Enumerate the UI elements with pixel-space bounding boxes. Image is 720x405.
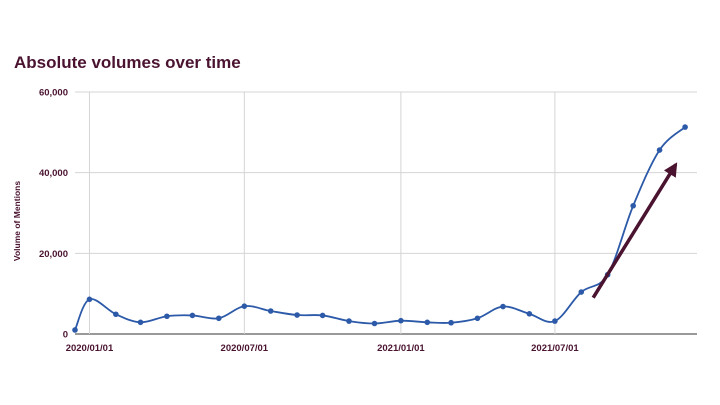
grid-lines: [75, 91, 697, 335]
data-point: [552, 318, 558, 324]
data-point: [526, 311, 533, 317]
data-point: [319, 312, 326, 319]
data-point: [630, 202, 636, 209]
data-point: [682, 124, 688, 130]
series-line: [74, 126, 686, 331]
y-tick-label: 0: [63, 330, 68, 341]
data-point: [656, 147, 663, 153]
data-point: [424, 319, 431, 326]
x-tick-label: 2021/01/01: [377, 343, 425, 354]
data-point: [346, 318, 352, 324]
y-tick-label: 60,000: [39, 88, 68, 99]
x-tick-label: 2020/01/01: [66, 343, 114, 354]
annotations: [591, 162, 678, 299]
data-point: [267, 308, 274, 314]
y-tick-label: 20,000: [39, 249, 68, 260]
data-point: [474, 315, 481, 322]
trend-arrow: [591, 162, 678, 299]
data-point: [137, 319, 144, 326]
chart-title: Absolute volumes over time: [14, 53, 241, 72]
x-tick-label: 2021/07/01: [531, 343, 579, 354]
x-tick-label: 2020/07/01: [221, 343, 269, 354]
data-point: [113, 311, 119, 318]
data-point: [164, 313, 170, 320]
data-point: [448, 319, 454, 326]
data-point: [216, 315, 222, 322]
series-layer: [72, 124, 688, 333]
data-point: [398, 317, 404, 324]
y-axis-title: Volume of Mentions: [12, 181, 22, 261]
data-point: [86, 296, 93, 303]
data-point: [72, 327, 78, 333]
data-point: [294, 312, 300, 318]
data-point: [578, 289, 585, 295]
data-point: [241, 303, 248, 309]
axes: 0 20,000 40,000 60,000 2020/01/01 2020/07/01 2…: [12, 88, 579, 355]
data-point: [371, 320, 378, 327]
data-point: [500, 303, 506, 310]
y-tick-label: 40,000: [39, 168, 68, 179]
data-point: [189, 312, 196, 319]
